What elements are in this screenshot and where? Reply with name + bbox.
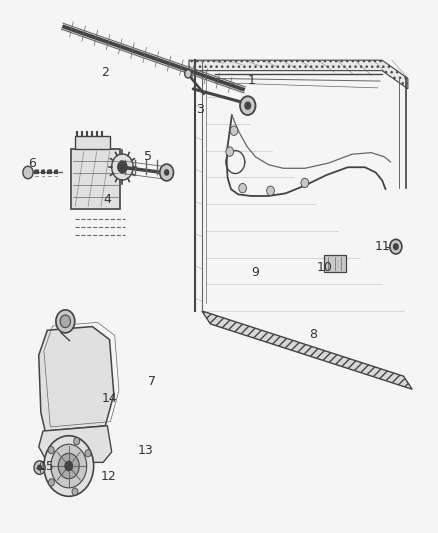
Circle shape bbox=[239, 183, 247, 193]
FancyBboxPatch shape bbox=[75, 136, 110, 149]
Text: 5: 5 bbox=[144, 150, 152, 163]
Circle shape bbox=[72, 488, 78, 495]
Circle shape bbox=[230, 126, 238, 135]
Polygon shape bbox=[39, 327, 114, 431]
Text: 7: 7 bbox=[148, 375, 156, 388]
Text: 13: 13 bbox=[138, 444, 154, 457]
Circle shape bbox=[56, 310, 75, 333]
Text: 3: 3 bbox=[196, 103, 204, 116]
Polygon shape bbox=[189, 60, 408, 89]
Circle shape bbox=[185, 70, 191, 78]
Circle shape bbox=[58, 453, 79, 479]
FancyBboxPatch shape bbox=[71, 149, 120, 209]
Text: 9: 9 bbox=[251, 266, 259, 279]
Circle shape bbox=[44, 436, 94, 496]
Text: 6: 6 bbox=[28, 157, 36, 169]
Circle shape bbox=[74, 438, 80, 445]
Circle shape bbox=[160, 164, 173, 181]
Text: 8: 8 bbox=[309, 328, 318, 341]
Circle shape bbox=[244, 101, 251, 110]
Circle shape bbox=[48, 447, 54, 454]
Text: 12: 12 bbox=[101, 470, 117, 483]
Circle shape bbox=[51, 444, 87, 488]
Circle shape bbox=[64, 461, 73, 472]
Circle shape bbox=[112, 154, 133, 180]
Text: 11: 11 bbox=[374, 240, 390, 253]
Circle shape bbox=[164, 169, 170, 176]
Circle shape bbox=[240, 96, 255, 115]
FancyBboxPatch shape bbox=[324, 255, 346, 272]
Circle shape bbox=[267, 186, 274, 196]
Circle shape bbox=[393, 243, 399, 251]
Circle shape bbox=[23, 166, 33, 179]
Circle shape bbox=[117, 160, 128, 174]
Circle shape bbox=[301, 178, 309, 188]
Text: 10: 10 bbox=[316, 261, 332, 274]
Circle shape bbox=[226, 147, 233, 156]
Text: 14: 14 bbox=[102, 392, 117, 405]
Circle shape bbox=[85, 450, 91, 457]
Text: 2: 2 bbox=[101, 66, 109, 79]
Circle shape bbox=[390, 239, 402, 254]
Circle shape bbox=[37, 464, 42, 471]
Text: 15: 15 bbox=[39, 459, 54, 473]
Text: 1: 1 bbox=[247, 74, 255, 87]
Polygon shape bbox=[39, 426, 112, 463]
Polygon shape bbox=[202, 311, 412, 389]
Text: 4: 4 bbox=[103, 193, 111, 206]
Circle shape bbox=[34, 461, 45, 474]
Circle shape bbox=[60, 315, 71, 328]
Circle shape bbox=[49, 479, 54, 486]
